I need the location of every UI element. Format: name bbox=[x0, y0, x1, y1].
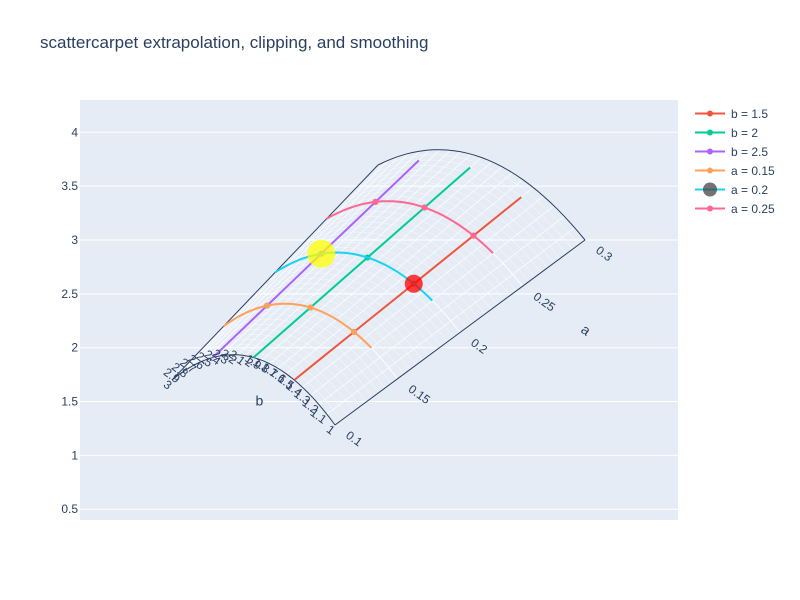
legend-item-b-1-5[interactable]: b = 1.5 bbox=[690, 104, 795, 123]
data-point bbox=[421, 204, 428, 211]
data-point bbox=[470, 232, 477, 239]
legend-item-a-0-15[interactable]: a = 0.15 bbox=[690, 161, 795, 180]
series-line-a-0-2 bbox=[274, 251, 434, 302]
legend-item-a-0-2[interactable]: a = 0.2 bbox=[690, 180, 795, 199]
legend-swatch bbox=[695, 110, 725, 117]
legend-label: a = 0.25 bbox=[731, 201, 775, 216]
series-line-a-0-25 bbox=[326, 200, 494, 254]
chart-title: scattercarpet extrapolation, clipping, a… bbox=[40, 33, 429, 52]
legend-swatch bbox=[695, 129, 725, 136]
legend-label: a = 0.2 bbox=[731, 182, 769, 197]
data-point bbox=[351, 328, 357, 335]
legend-marker bbox=[703, 182, 717, 197]
y-tick-2: 2 bbox=[71, 341, 78, 355]
legend-label: b = 2 bbox=[731, 125, 759, 140]
y-tick-4: 4 bbox=[71, 125, 78, 139]
legend-swatch bbox=[695, 205, 725, 212]
legend-marker bbox=[707, 110, 713, 117]
y-tick-3-5: 3.5 bbox=[61, 179, 78, 193]
data-point bbox=[372, 198, 379, 205]
data-point bbox=[307, 304, 314, 311]
legend: b = 1.5 b = 2 b = 2.5 a = 0.15 a = 0.2 a = 0.… bbox=[690, 104, 795, 218]
y-tick-1: 1 bbox=[71, 448, 78, 462]
b-gridline bbox=[318, 215, 565, 405]
b-axis-title: b bbox=[256, 393, 264, 409]
y-gridlines bbox=[80, 131, 678, 510]
series-line-b-2 bbox=[252, 166, 471, 359]
y-tick-0-5: 0.5 bbox=[61, 502, 78, 516]
legend-marker bbox=[707, 205, 713, 212]
series-layer bbox=[212, 159, 522, 381]
legend-swatch bbox=[695, 167, 725, 174]
y-tick-2-5: 2.5 bbox=[61, 287, 78, 301]
b-gridline bbox=[326, 227, 575, 415]
plot-background bbox=[80, 100, 678, 520]
legend-label: b = 1.5 bbox=[731, 106, 769, 121]
series-a-0-25 bbox=[326, 198, 494, 254]
legend-swatch bbox=[695, 148, 725, 155]
legend-label: a = 0.15 bbox=[731, 163, 775, 178]
legend-item-b-2-5[interactable]: b = 2.5 bbox=[690, 142, 795, 161]
legend-item-a-0-25[interactable]: a = 0.25 bbox=[690, 199, 795, 218]
series-a-0-15 bbox=[222, 302, 373, 349]
legend-marker bbox=[707, 148, 713, 155]
series-a-0-2 bbox=[274, 239, 434, 302]
data-point bbox=[264, 302, 270, 309]
series-line-a-0-15 bbox=[222, 302, 373, 349]
legend-marker bbox=[707, 129, 713, 136]
legend-marker bbox=[707, 167, 713, 174]
legend-label: b = 2.5 bbox=[731, 144, 769, 159]
y-tick-3: 3 bbox=[71, 233, 78, 247]
legend-swatch bbox=[695, 182, 725, 197]
data-marker bbox=[404, 274, 423, 293]
carpet-edge-a-max bbox=[377, 149, 586, 241]
data-marker bbox=[307, 239, 336, 268]
carpet-edge-b-min bbox=[334, 239, 586, 426]
y-tick-labels: 0.5 1 1.5 2 2.5 3 3.5 4 bbox=[61, 125, 78, 516]
y-tick-1-5: 1.5 bbox=[61, 395, 78, 409]
legend-item-b-2[interactable]: b = 2 bbox=[690, 123, 795, 142]
